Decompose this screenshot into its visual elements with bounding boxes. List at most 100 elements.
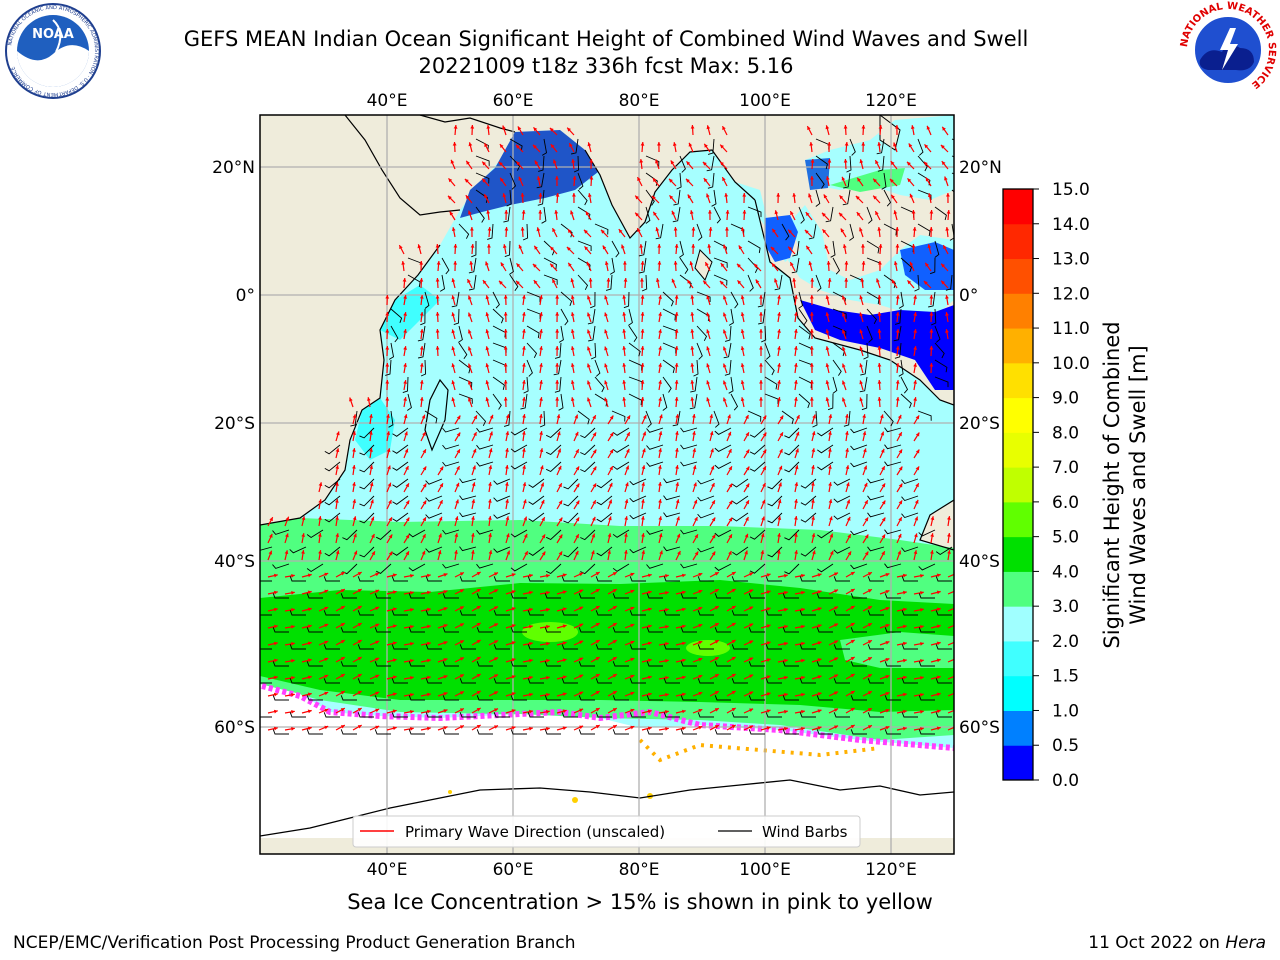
wind-barb [306,627,323,633]
wave-arrow-head [766,692,771,696]
wind-barb [629,610,646,616]
wave-arrow-head [694,534,698,539]
wave-arrow-head [630,623,635,628]
wind-barb [324,461,341,472]
wave-arrow-head [723,380,727,385]
wind-barb [714,593,731,599]
wave-arrow-head [269,533,273,538]
wave-arrow-head [386,431,391,435]
wave-arrow-head [624,550,628,554]
wave-arrow-head [659,550,663,555]
arabian-sea-calm [460,130,598,218]
wave-arrow-head [930,533,934,537]
wind-barb [696,325,708,341]
wave-arrow-head [686,178,690,183]
wave-arrow-head [898,449,903,454]
wave-arrow-head [929,329,934,333]
wave-arrow-head [640,295,645,299]
wave-arrow-head [516,144,520,149]
colorbar-segment [1003,293,1033,329]
wind-barb [866,206,873,224]
wave-arrow-head [468,295,472,300]
wave-arrow-head [503,397,508,401]
wave-arrow-head [926,125,931,130]
wave-arrow-head [913,380,917,384]
wind-barb [527,610,544,616]
wave-arrow-head [774,278,778,283]
wave-arrow-head [640,397,645,401]
colorbar-segment [1003,745,1033,781]
wind-barb [577,189,588,206]
wave-arrow-head [612,572,617,576]
wave-arrow-head [511,607,516,611]
wind-barb [612,529,630,538]
wind-barb [459,678,476,684]
wave-arrow-head [910,125,915,129]
wave-arrow-head [562,709,567,714]
wind-barb [442,627,459,633]
wind-barb [590,342,597,360]
wave-arrow-head [385,295,390,299]
wave-arrow-head [602,245,607,250]
wave-arrow-head [671,210,676,215]
wind-barb [680,593,697,599]
wave-arrow-head [642,448,646,453]
wave-arrow-head [706,193,710,198]
colorbar-segment [1003,258,1033,294]
wind-barb [917,155,928,172]
wave-arrow-head [621,244,625,249]
wind-barb [832,325,847,337]
wave-arrow-head [913,346,917,350]
wave-arrow-head [710,448,714,453]
wave-arrow-head [427,641,431,646]
wind-barb [629,678,646,684]
wave-arrow-head [842,346,846,351]
wave-arrow-head [468,312,472,317]
wind-barb [595,610,612,616]
wave-arrow-head [517,126,522,131]
wind-barb [571,138,579,155]
wave-arrow-head [357,674,362,678]
wind-barb [934,359,948,373]
wave-arrow-head [427,607,431,612]
wave-arrow-head [881,517,886,522]
wave-arrow-head [915,432,920,437]
wind-barb [645,410,652,428]
wave-arrow-head [681,692,686,697]
wave-arrow-head [595,725,600,729]
wave-arrow-head [340,623,345,627]
wave-arrow-head [714,572,719,576]
wave-arrow-head [742,210,747,214]
wind-barb [781,410,794,425]
wave-direction-arrow [947,726,954,731]
wind-barb [707,172,715,189]
wave-arrow-head [749,725,754,729]
wind-barb [554,376,562,393]
wave-arrow-head [698,589,703,594]
wind-barb [928,291,936,308]
wind-barb [476,444,494,450]
wave-arrow-head [318,499,322,503]
wave-arrow-head [698,657,703,662]
wind-barb [323,610,340,616]
wave-arrow-head [369,414,373,418]
wind-barb [931,308,937,326]
wave-arrow-head [546,641,550,646]
wind-barb [646,593,663,599]
wind-barb [359,546,375,558]
wave-arrow-head [511,658,516,662]
wave-arrow-head [392,675,397,680]
wind-barb [850,427,868,434]
wind-barb [714,461,732,469]
wave-arrow-head [422,517,426,522]
wave-arrow-head [549,127,554,132]
wind-barb [646,627,663,633]
wind-barb [392,478,409,488]
lon-tick-label: 40°E [367,91,408,111]
wave-arrow-head [723,346,727,351]
wave-arrow-head [881,466,885,471]
wave-arrow-head [745,415,749,419]
wind-barb [714,661,731,667]
wave-arrow-head [881,534,886,539]
wave-arrow-head [657,244,662,248]
